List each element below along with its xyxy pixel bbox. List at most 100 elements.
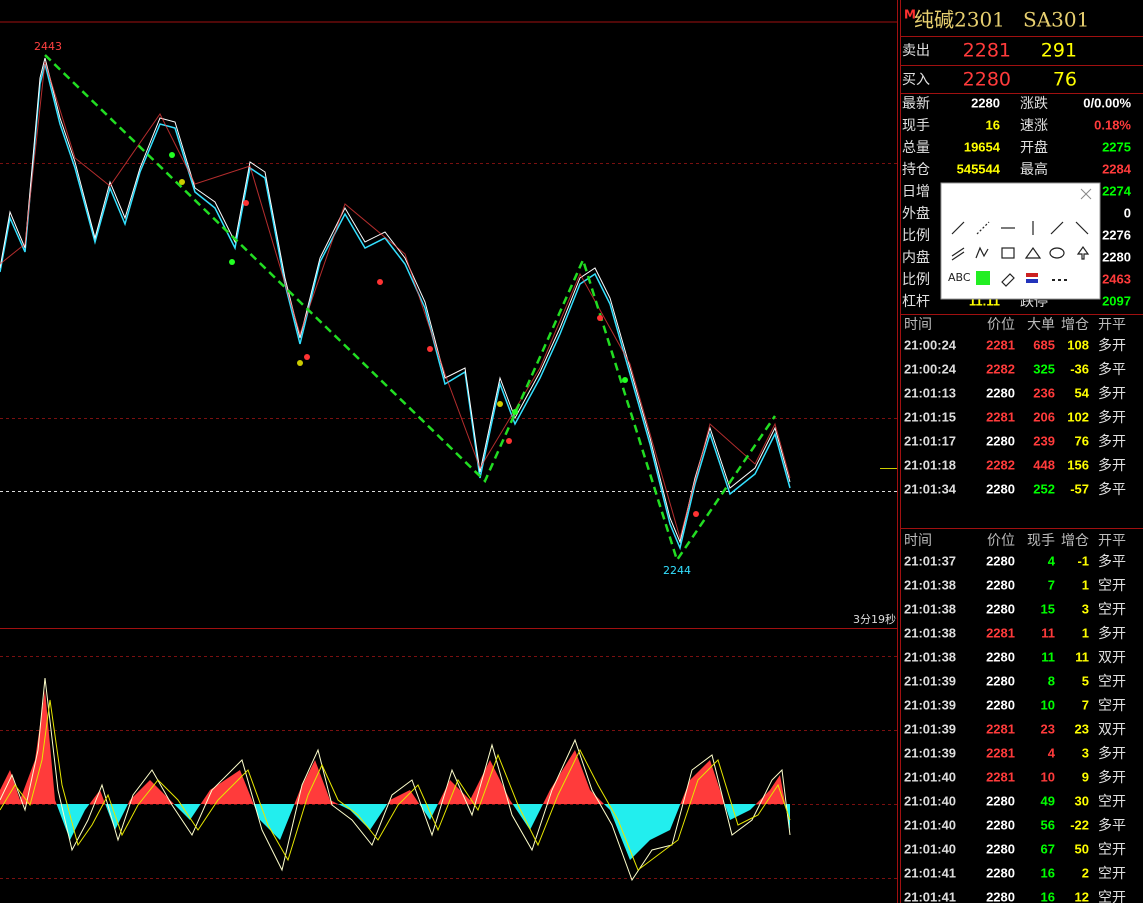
trade-type: 多开	[1098, 457, 1126, 474]
high-label: 2443	[34, 40, 62, 53]
volume: 4	[1048, 745, 1056, 760]
price-line	[0, 57, 791, 544]
stat-value: 545544	[957, 161, 1001, 176]
price: 2280	[986, 553, 1015, 568]
time: 21:01:39	[904, 673, 956, 688]
price-line-red	[0, 61, 791, 540]
table-header: 增仓	[1061, 317, 1089, 333]
flag-tool[interactable]	[1026, 273, 1038, 283]
volume: 23	[1041, 721, 1055, 736]
stat-value: 16	[986, 117, 1000, 132]
stat-value: 2280	[1102, 249, 1131, 264]
time: 21:01:13	[904, 385, 956, 400]
signal-dots	[169, 152, 699, 517]
flag: M	[904, 8, 916, 22]
color-tool[interactable]	[976, 271, 990, 285]
low-label: 2244	[663, 564, 691, 577]
price: 2280	[986, 649, 1015, 664]
table-header: 增仓	[1061, 533, 1089, 549]
stat-label: 内盘	[902, 249, 930, 266]
price: 2280	[986, 697, 1015, 712]
price-line-cyan	[0, 63, 791, 551]
open-interest: -57	[1070, 481, 1089, 496]
open-interest: 3	[1082, 745, 1089, 760]
volume: 15	[1041, 601, 1055, 616]
volume: 67	[1041, 841, 1055, 856]
close-button[interactable]	[1080, 188, 1092, 200]
trade-type: 空开	[1098, 602, 1126, 618]
stat-label: 现手	[902, 118, 930, 134]
zigzag	[44, 54, 777, 563]
countdown: 3分19秒	[853, 612, 896, 626]
trade-type: 双开	[1098, 722, 1126, 738]
open-interest: 50	[1075, 841, 1089, 856]
trade-type: 空开	[1098, 578, 1126, 594]
stat-value: 2274	[1102, 183, 1132, 198]
table-header: 大单	[1027, 317, 1055, 333]
trade-type: 空开	[1098, 794, 1126, 810]
price: 2280	[986, 865, 1015, 880]
tool-icons[interactable]	[951, 221, 1090, 287]
time: 21:01:41	[904, 889, 956, 903]
trade-type: 空开	[1098, 698, 1126, 714]
open-interest: 156	[1067, 457, 1089, 472]
price: 2280	[986, 841, 1015, 856]
bid-label: 买入	[902, 72, 930, 88]
text-tool[interactable]: ABC	[948, 271, 971, 284]
time: 21:01:40	[904, 817, 956, 832]
stat-label: 日增	[902, 184, 930, 200]
volume: 4	[1048, 553, 1056, 568]
trade-type: 空开	[1098, 842, 1126, 858]
bid-volume: 76	[1053, 69, 1077, 91]
stat-value: 2097	[1102, 293, 1131, 308]
stat-value: 2284	[1102, 161, 1132, 176]
volume: 206	[1033, 409, 1055, 424]
volume: 236	[1033, 385, 1055, 400]
price: 2280	[986, 577, 1015, 592]
stat-label: 杠杆	[902, 294, 930, 310]
trade-type: 多平	[1098, 553, 1126, 570]
stat-label: 最高	[1020, 161, 1048, 178]
ask-volume: 291	[1041, 40, 1077, 62]
stat-value: 2280	[971, 95, 1000, 110]
oscillator-slow	[0, 699, 791, 871]
trade-type: 多平	[1098, 481, 1126, 498]
volume: 8	[1048, 673, 1055, 688]
price: 2281	[986, 625, 1015, 640]
stat-value: 0	[1124, 205, 1131, 220]
price: 2280	[986, 481, 1015, 496]
price: 2281	[986, 409, 1015, 424]
trade-type: 双开	[1098, 650, 1126, 666]
price: 2282	[986, 457, 1015, 472]
table-header: 价位	[987, 533, 1015, 549]
time: 21:01:40	[904, 769, 956, 784]
price: 2280	[986, 385, 1015, 400]
volume: 325	[1033, 361, 1055, 376]
toolbar-panel	[940, 182, 1101, 300]
time: 21:01:40	[904, 841, 956, 856]
stat-label: 最新	[902, 96, 930, 112]
time: 21:01:34	[904, 481, 957, 496]
open-interest: 3	[1082, 601, 1089, 616]
histogram-positive	[0, 690, 790, 804]
time: 21:01:39	[904, 721, 956, 736]
time: 21:01:15	[904, 409, 956, 424]
stat-label: 总量	[902, 140, 930, 156]
open-interest: 102	[1067, 409, 1089, 424]
volume: 7	[1048, 577, 1055, 592]
histogram-negative	[0, 804, 790, 860]
volume: 11	[1041, 649, 1055, 664]
time: 21:00:24	[904, 337, 957, 352]
stat-label: 持仓	[902, 162, 930, 178]
open-interest: 11	[1075, 649, 1089, 664]
time: 21:00:24	[904, 361, 957, 376]
open-interest: 108	[1067, 337, 1089, 352]
volume: 448	[1033, 457, 1055, 472]
trade-type: 空开	[1098, 674, 1126, 690]
table-header: 时间	[904, 317, 932, 333]
price: 2280	[986, 817, 1015, 832]
bid-price: 2280	[963, 69, 1011, 91]
